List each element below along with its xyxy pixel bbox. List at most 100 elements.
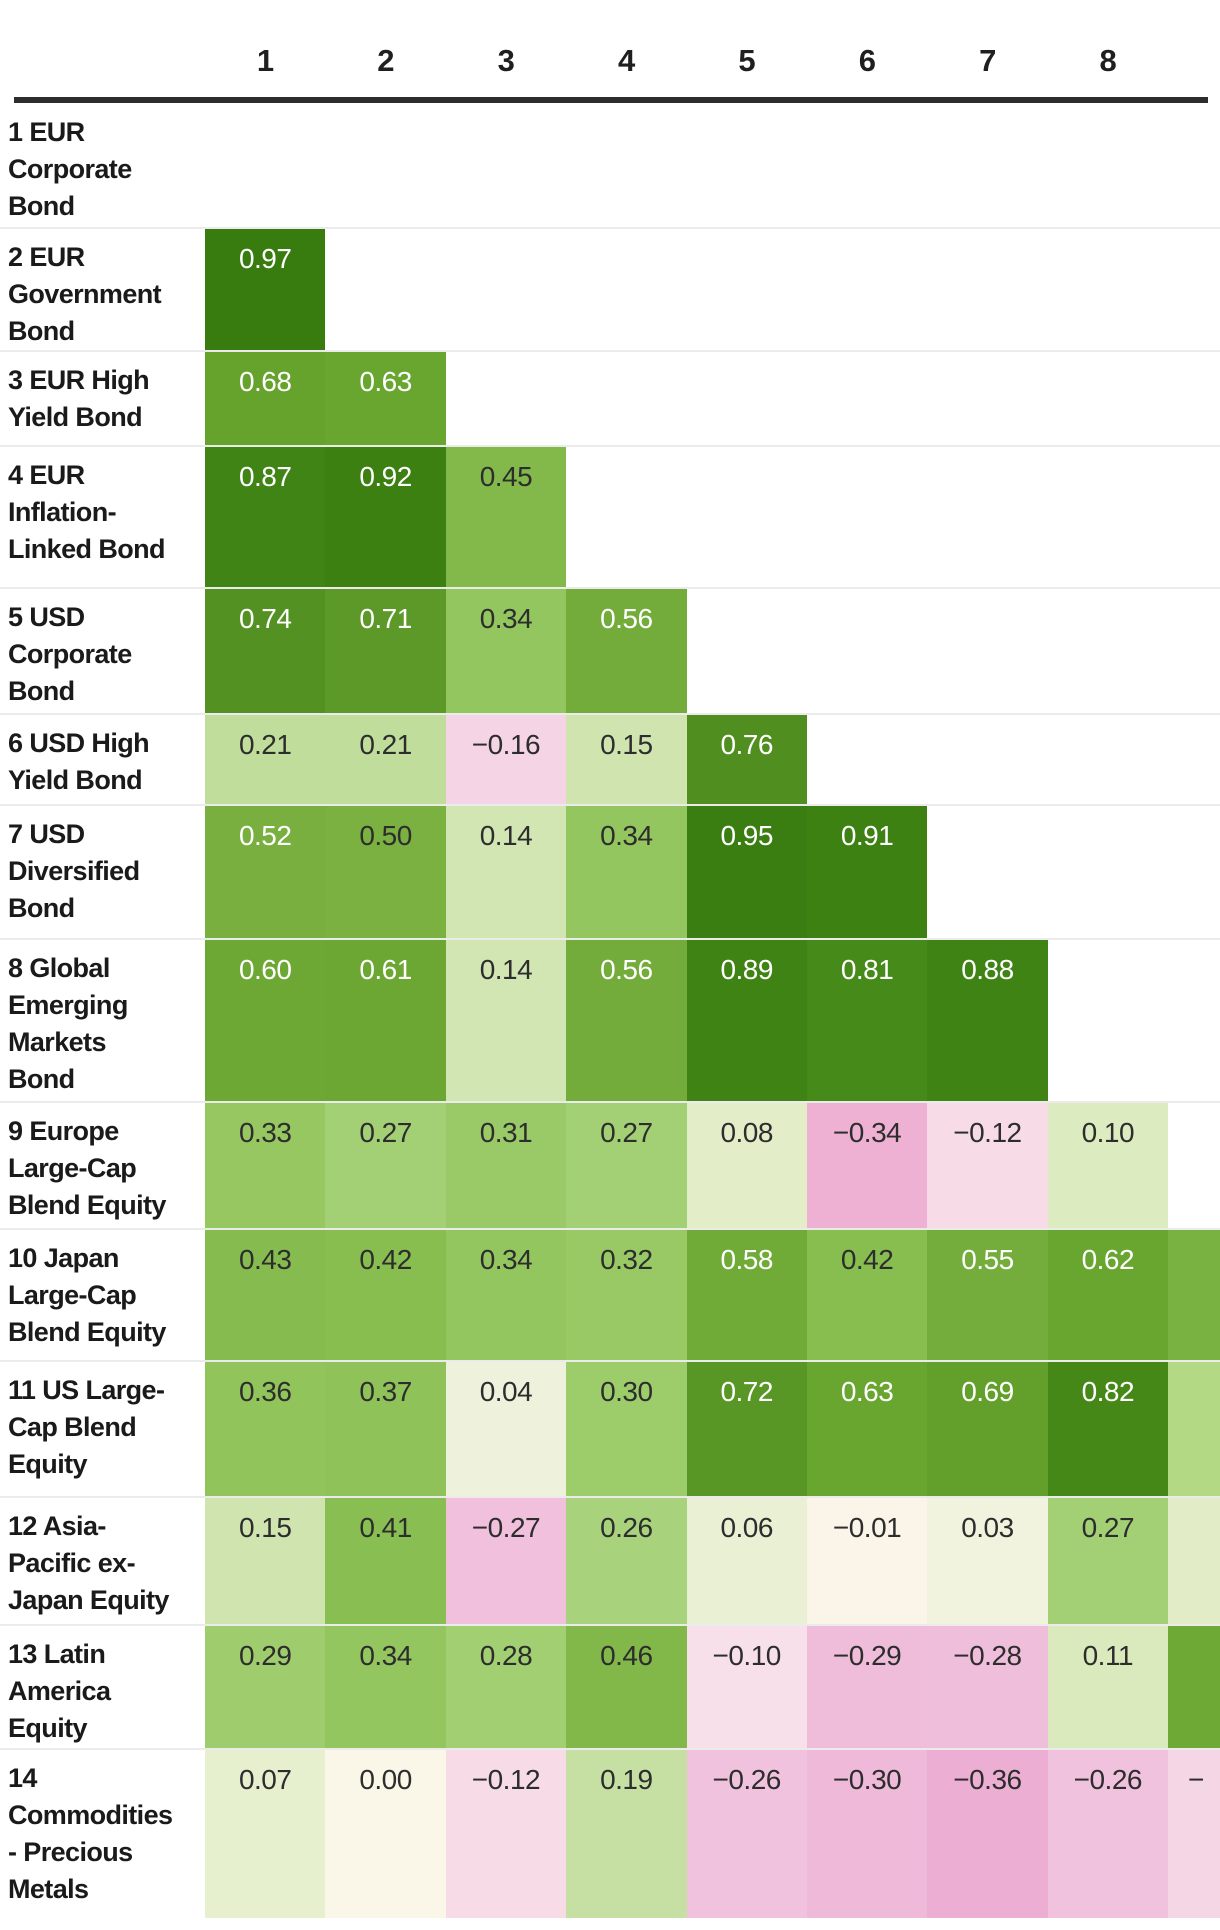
row-label-line: 1 EUR [8, 117, 85, 147]
matrix-cell: 0.68 [205, 352, 326, 445]
row-separator [0, 1360, 1220, 1362]
row-label-line: 7 USD [8, 819, 85, 849]
table-row: 14 Commodities - Precious Metals 0.07 0.00 −0.… [0, 1750, 1220, 1920]
row-label-line: Blend Equity [8, 1317, 166, 1347]
column-header-8: 8 [1099, 43, 1117, 78]
table-row: 6 USD High Yield Bond 0.21 0.21 −0.16 0.15 0.7… [0, 715, 1220, 806]
row-separator [0, 1101, 1220, 1103]
row-separator [0, 1496, 1220, 1498]
matrix-cell: 0.34 [566, 806, 687, 938]
row-label-line: Bond [8, 191, 75, 221]
matrix-cell: −0.26 [686, 1750, 807, 1918]
matrix-cell: 0.21 [205, 715, 326, 804]
matrix-cell: 0.58 [686, 1230, 807, 1360]
matrix-cell: 0.30 [566, 1362, 687, 1496]
matrix-cell-cutoff [1168, 1626, 1220, 1748]
matrix-cell: 0.10 [1047, 1103, 1168, 1228]
matrix-cell: 0.27 [1047, 1498, 1168, 1624]
row-label-line: Linked Bond [8, 534, 165, 564]
row-label-line: 8 Global [8, 953, 110, 983]
row-label: 14 Commodities - Precious Metals [8, 1760, 200, 1908]
matrix-cell: 0.69 [927, 1362, 1048, 1496]
row-label-line: Japan Equity [8, 1585, 169, 1615]
matrix-cell: 0.37 [325, 1362, 446, 1496]
row-label-line: Equity [8, 1713, 88, 1743]
table-row: 9 Europe Large-Cap Blend Equity 0.33 0.27 0.3… [0, 1103, 1220, 1230]
table-row: 2 EUR Government Bond 0.97 [0, 229, 1220, 352]
matrix-cell: 0.14 [445, 940, 567, 1101]
header-rule [14, 97, 1208, 103]
matrix-cell: −0.12 [927, 1103, 1048, 1228]
row-label: 10 Japan Large-Cap Blend Equity [8, 1240, 200, 1351]
row-separator [0, 227, 1220, 229]
matrix-cell: 0.95 [686, 806, 807, 938]
matrix-cell: 0.27 [566, 1103, 687, 1228]
row-label: 7 USD Diversified Bond [8, 816, 200, 927]
matrix-cell: 0.97 [205, 229, 326, 350]
matrix-cell: 0.43 [205, 1230, 326, 1360]
matrix-cell-cutoff [1168, 1498, 1220, 1624]
table-row: 10 Japan Large-Cap Blend Equity 0.43 0.42 0.3… [0, 1230, 1220, 1362]
row-label-line: Large-Cap [8, 1280, 137, 1310]
row-label: 4 EUR Inflation- Linked Bond [8, 457, 200, 568]
matrix-cell: 0.55 [927, 1230, 1048, 1360]
matrix-cell: 0.63 [325, 352, 446, 445]
table-row: 11 US Large- Cap Blend Equity 0.36 0.37 0.04 0… [0, 1362, 1220, 1498]
matrix-cell: 0.28 [445, 1626, 567, 1748]
row-separator [0, 804, 1220, 806]
matrix-cell: 0.41 [325, 1498, 446, 1624]
matrix-cell: 0.61 [325, 940, 446, 1101]
row-label-line: Metals [8, 1874, 89, 1904]
matrix-cell: −0.01 [806, 1498, 928, 1624]
row-label: 11 US Large- Cap Blend Equity [8, 1372, 200, 1483]
matrix-cell: 0.76 [686, 715, 807, 804]
matrix-cell: 0.87 [205, 447, 326, 587]
row-separator [0, 350, 1220, 352]
matrix-cell: 0.08 [686, 1103, 807, 1228]
matrix-cell: 0.62 [1047, 1230, 1168, 1360]
matrix-cell: 0.42 [806, 1230, 928, 1360]
row-separator [0, 1624, 1220, 1626]
table-row: 12 Asia- Pacific ex- Japan Equity 0.15 0.41−… [0, 1498, 1220, 1626]
row-label-line: Yield Bond [8, 765, 143, 795]
matrix-cell-cutoff [1168, 1362, 1220, 1496]
matrix-cell: 0.81 [806, 940, 928, 1101]
matrix-cell: 0.71 [325, 589, 446, 713]
matrix-cell: −0.12 [445, 1750, 567, 1918]
row-label-line: Bond [8, 676, 75, 706]
matrix-cell-cutoff: − [1168, 1750, 1220, 1918]
matrix-cell: −0.16 [445, 715, 567, 804]
row-label-line: 3 EUR High [8, 365, 150, 395]
row-separator [0, 1228, 1220, 1230]
matrix-cell: 0.07 [205, 1750, 326, 1918]
matrix-cell: 0.56 [566, 589, 687, 713]
row-label-line: 2 EUR [8, 242, 85, 272]
matrix-cell: 0.45 [445, 447, 567, 587]
row-label-line: 12 Asia- [8, 1511, 106, 1541]
table-row: 13 Latin America Equity 0.29 0.34 0.28 0.46 −0.… [0, 1626, 1220, 1750]
matrix-cell: −0.26 [1047, 1750, 1168, 1918]
matrix-cell: −0.29 [806, 1626, 928, 1748]
row-label-line: Bond [8, 1064, 75, 1094]
matrix-cell: −0.36 [927, 1750, 1048, 1918]
table-row: 1 EUR Corporate Bond [0, 104, 1220, 229]
matrix-cell: 0.82 [1047, 1362, 1168, 1496]
column-header-2: 2 [377, 43, 394, 78]
matrix-cell: 0.74 [205, 589, 326, 713]
matrix-cell: 0.11 [1047, 1626, 1168, 1748]
matrix-cell: −0.28 [927, 1626, 1048, 1748]
row-label-line: Cap Blend [8, 1412, 137, 1442]
matrix-cell: 0.34 [445, 1230, 567, 1360]
row-label-line: 11 US Large- [8, 1375, 165, 1405]
row-label-line: Large-Cap [8, 1153, 137, 1183]
row-label: 5 USD Corporate Bond [8, 599, 200, 710]
matrix-cell: 0.03 [927, 1498, 1048, 1624]
matrix-cell-cutoff [1168, 1230, 1220, 1360]
matrix-cell: 0.31 [445, 1103, 567, 1228]
row-label-line: Corporate [8, 639, 132, 669]
column-header-3: 3 [497, 43, 515, 78]
row-separator [0, 445, 1220, 447]
row-label: 2 EUR Government Bond [8, 239, 200, 350]
matrix-cell: 0.50 [325, 806, 446, 938]
table-row: 7 USD Diversified Bond 0.52 0.50 0.14 0.34 0.95… [0, 806, 1220, 940]
